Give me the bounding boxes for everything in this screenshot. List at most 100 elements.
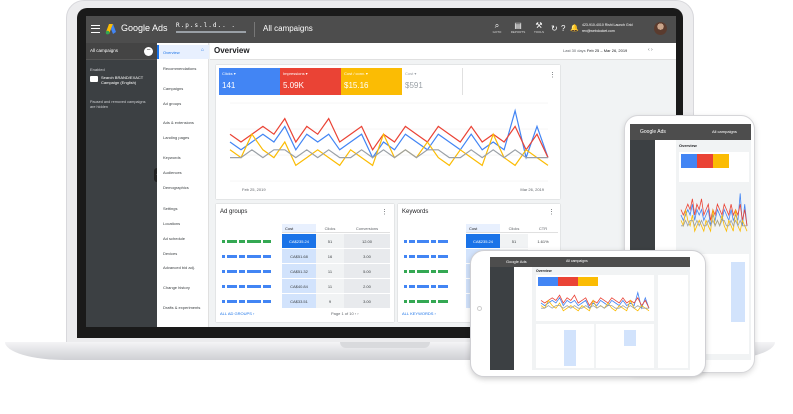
redacted-name-segment xyxy=(227,240,237,243)
redacted-name-segment xyxy=(239,300,245,303)
tablet-metrics xyxy=(679,152,749,182)
phone-left-panel xyxy=(490,267,514,370)
redacted-name-segment xyxy=(409,240,415,243)
ad-groups-title: Ad groups xyxy=(220,209,248,215)
goto-button[interactable]: ⌕ GOTO xyxy=(486,21,508,39)
tablet-brand: Google Ads xyxy=(640,129,666,135)
redacted-name-segment xyxy=(409,285,415,288)
all-keywords-link[interactable]: ALL KEYWORDS › xyxy=(402,311,436,316)
phone-top-bar: Google Ads All campaigns xyxy=(490,257,690,267)
redacted-name-segment xyxy=(417,255,429,258)
ad-group-conversions-cell: 3.00 xyxy=(344,294,390,309)
redacted-name-segment xyxy=(239,240,245,243)
reports-button[interactable]: ▤ REPORTS xyxy=(507,21,529,39)
nav-item-keywords[interactable]: Keywords xyxy=(163,155,181,160)
nav-active-indicator xyxy=(157,45,209,59)
chart-series-line-2 xyxy=(229,132,549,167)
metric-tile-impressions[interactable]: Impressions ▾ 5.09K xyxy=(280,68,341,95)
brand-name: Google Ads xyxy=(121,23,168,33)
redacted-name-segment xyxy=(438,240,448,243)
more-vert-icon[interactable]: ⋮ xyxy=(548,209,555,216)
collapse-icon[interactable]: − xyxy=(144,47,153,56)
column-header-ctr[interactable]: CTR xyxy=(528,224,558,233)
redacted-name-segment xyxy=(222,240,225,243)
nav-item-settings[interactable]: Settings xyxy=(163,206,178,211)
column-header-clicks[interactable]: Clicks xyxy=(500,224,528,233)
metric-tile-cost[interactable]: Cost ▾ $591 xyxy=(402,68,463,95)
redacted-name-segment xyxy=(404,270,407,273)
date-range-picker[interactable]: Last 30 days Feb 25 – Mar 26, 2019 xyxy=(563,48,627,53)
tools-label: TOOLS xyxy=(533,30,545,34)
nav-item-recommendations[interactable]: Recommendations xyxy=(163,66,197,71)
nav-item-locations[interactable]: Locations xyxy=(163,221,181,226)
page-menu: ⌂ Overview Recommendations Campaigns Ad … xyxy=(157,43,209,327)
goto-label: GOTO xyxy=(492,30,502,34)
redacted-name-segment xyxy=(227,300,237,303)
redacted-name-segment xyxy=(409,300,415,303)
nav-item-landing-pages[interactable]: Landing pages xyxy=(163,135,190,140)
campaign-tree-item[interactable]: Search BRAND/EXACT Campaign (English) xyxy=(101,75,144,85)
account-name[interactable]: R.p.s.l.d.. . xyxy=(176,22,236,29)
ad-group-conversions-cell: 12.00 xyxy=(344,234,390,249)
nav-item-audiences[interactable]: Audiences xyxy=(163,170,182,175)
keywords-title: Keywords xyxy=(402,209,429,215)
metric-tile-clicks[interactable]: Clicks ▾ 141 xyxy=(219,68,280,95)
help-icon[interactable]: ? xyxy=(561,24,566,33)
metric-label: Cost / conv. ▾ xyxy=(344,71,368,76)
redacted-name-segment xyxy=(409,270,415,273)
x-axis-end-label: Mar 26, 2019 xyxy=(520,187,544,192)
nav-item-advanced-bid[interactable]: Advanced bid adj. xyxy=(163,265,195,270)
campaign-title: All campaigns xyxy=(263,24,313,33)
phone-line-chart xyxy=(540,291,650,312)
nav-item-devices[interactable]: Devices xyxy=(163,251,178,256)
tools-button[interactable]: ⚒ TOOLS xyxy=(528,21,550,39)
ad-group-cost-cell: CA$33.51 xyxy=(282,294,316,309)
nav-item-change-history[interactable]: Change history xyxy=(163,285,190,290)
ad-group-cost-cell: CA$235.24 xyxy=(282,234,316,249)
phone-side-card xyxy=(658,275,688,368)
more-vert-icon[interactable]: ⋮ xyxy=(381,209,388,216)
notification-icon[interactable]: 🔔 xyxy=(570,25,579,32)
date-range-value: Feb 25 – Mar 26, 2019 xyxy=(586,48,628,53)
nav-item-overview[interactable]: Overview xyxy=(163,50,180,55)
nav-item-ad-schedule[interactable]: Ad schedule xyxy=(163,236,186,241)
redacted-name-segment xyxy=(417,285,429,288)
nav-item-campaigns[interactable]: Campaigns xyxy=(163,86,184,91)
nav-item-ads-extensions[interactable]: Ads & extensions xyxy=(163,120,194,125)
campaign-tree-header[interactable]: All campaigns − xyxy=(86,43,157,60)
redacted-name-segment xyxy=(417,300,429,303)
laptop-notch xyxy=(340,342,430,348)
all-ad-groups-link[interactable]: ALL AD GROUPS › xyxy=(220,311,255,316)
nav-item-drafts-experiments[interactable]: Drafts & experiments xyxy=(163,305,201,310)
date-range-arrows[interactable]: ‹ › xyxy=(648,47,653,53)
ad-group-clicks-cell: 11 xyxy=(316,264,344,279)
column-header-cost[interactable]: Cost xyxy=(466,224,500,233)
google-ads-logo-icon xyxy=(105,24,116,35)
column-header-cost[interactable]: Cost xyxy=(282,224,316,233)
more-vert-icon[interactable]: ⋮ xyxy=(549,72,556,79)
column-header-conversions[interactable]: Conversions xyxy=(344,224,390,233)
ad-group-clicks-cell: 16 xyxy=(316,249,344,264)
chart-series-line-3 xyxy=(541,305,649,309)
phone-performance-card xyxy=(536,275,654,321)
redacted-name-segment xyxy=(438,270,448,273)
redacted-name-segment xyxy=(222,300,225,303)
nav-item-ad-groups[interactable]: Ad groups xyxy=(163,101,182,106)
metric-value: 5.09K xyxy=(283,81,304,90)
refresh-icon[interactable]: ↻ xyxy=(551,24,558,33)
column-header-clicks[interactable]: Clicks xyxy=(316,224,344,233)
hamburger-menu-icon[interactable] xyxy=(91,25,100,33)
metric-label: Cost ▾ xyxy=(405,71,417,76)
avatar[interactable] xyxy=(654,22,667,35)
nav-item-demographics[interactable]: Demographics xyxy=(163,185,189,190)
tablet-line-chart xyxy=(680,193,748,233)
pagination[interactable]: Page 1 of 10 ‹ › xyxy=(331,311,359,316)
metric-tile-cost-per-conv[interactable]: Cost / conv. ▾ $15.16 xyxy=(341,68,402,95)
tablet-top-bar: Google Ads All campaigns xyxy=(630,124,751,140)
redacted-name-segment xyxy=(404,255,407,258)
redacted-name-segment xyxy=(431,255,436,258)
metric-label: Impressions ▾ xyxy=(283,71,308,76)
customer-email: rex@webdocket.com xyxy=(582,29,615,33)
redacted-name-segment xyxy=(409,255,415,258)
redacted-name-segment xyxy=(263,270,271,273)
